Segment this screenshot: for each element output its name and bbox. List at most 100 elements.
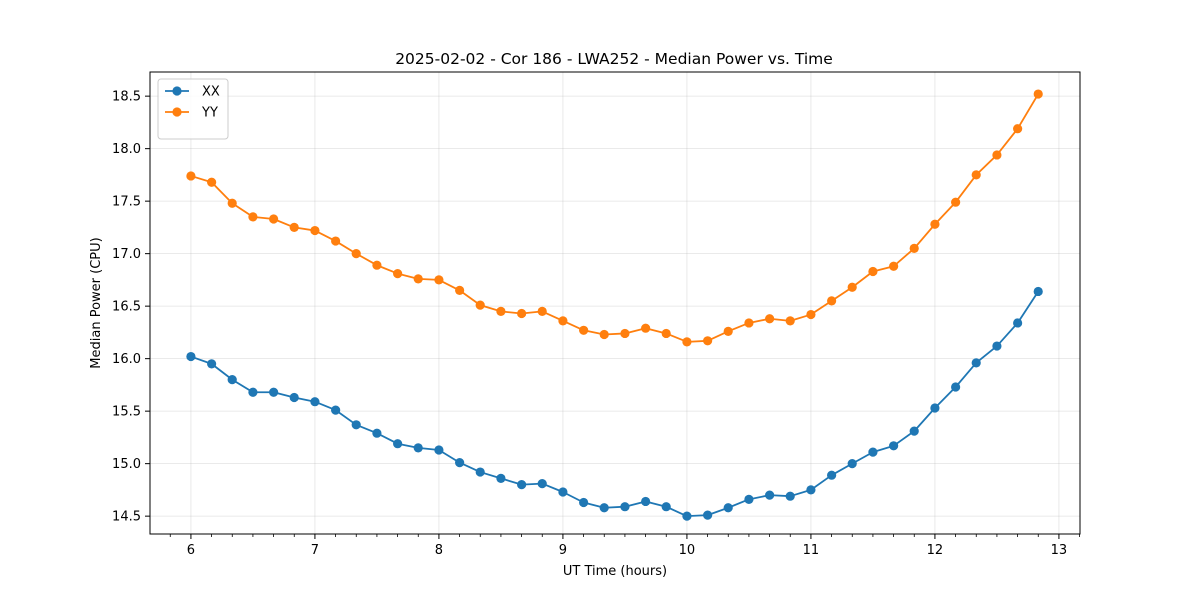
data-point-xx xyxy=(455,458,465,468)
data-point-yy xyxy=(682,337,692,347)
data-point-yy xyxy=(847,282,857,292)
data-point-yy xyxy=(868,266,878,277)
chart-title: 2025-02-02 - Cor 186 - LWA252 - Median P… xyxy=(395,50,833,68)
legend-marker-xx xyxy=(172,86,182,96)
y-tick-label: 18.5 xyxy=(112,90,141,105)
y-tick-label: 17.0 xyxy=(112,247,141,262)
data-point-xx xyxy=(269,387,279,397)
data-point-xx xyxy=(496,473,506,483)
data-point-xx xyxy=(765,490,775,500)
data-point-yy xyxy=(331,236,341,246)
data-point-xx xyxy=(992,341,1002,351)
x-tick-label: 12 xyxy=(927,543,944,558)
data-point-xx xyxy=(579,497,589,508)
y-axis-label: Median Power (CPU) xyxy=(89,237,104,368)
data-point-yy xyxy=(1013,124,1023,134)
data-point-yy xyxy=(1033,89,1043,99)
y-tick-label: 15.0 xyxy=(112,457,141,472)
data-point-xx xyxy=(620,502,630,512)
data-point-yy xyxy=(579,325,589,335)
data-point-xx xyxy=(703,510,713,520)
x-tick-label: 10 xyxy=(679,543,696,558)
data-point-yy xyxy=(186,171,196,181)
data-point-yy xyxy=(723,326,733,336)
data-point-yy xyxy=(558,316,568,326)
data-point-xx xyxy=(723,503,733,513)
data-point-xx xyxy=(537,479,547,489)
data-point-xx xyxy=(558,487,568,497)
plot-frame xyxy=(149,71,1081,535)
y-tick-label: 17.5 xyxy=(112,195,141,210)
data-point-xx xyxy=(847,459,857,469)
data-point-xx xyxy=(372,428,382,438)
data-point-xx xyxy=(227,375,237,385)
x-tick-label: 13 xyxy=(1051,543,1068,558)
data-point-xx xyxy=(248,387,258,397)
data-point-yy xyxy=(393,269,403,279)
data-point-yy xyxy=(269,214,279,224)
data-point-yy xyxy=(992,150,1002,160)
data-point-yy xyxy=(641,323,651,333)
x-tick-label: 6 xyxy=(187,543,195,558)
data-point-yy xyxy=(413,274,423,284)
data-point-yy xyxy=(909,243,919,253)
grid-lines xyxy=(150,72,1080,534)
data-point-yy xyxy=(227,198,237,208)
data-point-xx xyxy=(930,403,940,413)
data-point-yy xyxy=(765,314,775,324)
series-line-yy xyxy=(190,93,1039,343)
y-axis: 14.5 15.0 15.5 16.0 16.5 17.0 17.5 18.0 18.5 xyxy=(112,90,150,525)
data-point-xx xyxy=(413,443,423,453)
series-xx xyxy=(186,286,1043,521)
data-point-xx xyxy=(785,491,795,501)
data-point-yy xyxy=(537,306,547,316)
data-point-yy xyxy=(372,260,382,270)
data-point-yy xyxy=(744,318,754,328)
data-point-yy xyxy=(661,328,671,339)
legend: XX YY xyxy=(157,78,229,140)
data-point-xx xyxy=(682,511,692,521)
data-point-xx xyxy=(641,496,651,507)
data-point-yy xyxy=(517,308,527,319)
data-point-xx xyxy=(393,439,403,449)
data-point-yy xyxy=(248,212,258,222)
data-point-yy xyxy=(289,222,299,232)
x-axis-label: UT Time (hours) xyxy=(563,564,667,579)
data-point-xx xyxy=(868,447,878,457)
data-point-yy xyxy=(703,336,713,346)
data-point-xx xyxy=(207,359,217,369)
data-point-xx xyxy=(1033,286,1043,297)
data-point-yy xyxy=(434,275,444,285)
data-point-yy xyxy=(827,296,837,306)
data-point-xx xyxy=(475,467,485,477)
y-tick-label: 16.0 xyxy=(112,352,141,367)
data-point-yy xyxy=(599,329,609,340)
data-point-xx xyxy=(971,358,981,368)
data-point-yy xyxy=(889,261,899,271)
data-point-xx xyxy=(744,494,754,504)
y-tick-label: 18.0 xyxy=(112,142,141,157)
data-point-yy xyxy=(207,177,217,187)
data-point-yy xyxy=(351,249,361,259)
data-point-xx xyxy=(289,392,299,403)
series-layer xyxy=(186,89,1043,521)
data-point-xx xyxy=(351,420,361,430)
legend-marker-yy xyxy=(172,107,182,117)
data-point-xx xyxy=(517,480,527,490)
data-point-xx xyxy=(909,426,919,436)
data-point-xx xyxy=(599,503,609,513)
data-point-yy xyxy=(496,306,506,316)
x-tick-label: 11 xyxy=(803,543,820,558)
x-tick-label: 7 xyxy=(311,543,319,558)
data-point-yy xyxy=(930,219,940,229)
series-yy xyxy=(186,89,1043,347)
y-tick-label: 14.5 xyxy=(112,510,141,525)
data-point-xx xyxy=(827,470,837,480)
data-point-xx xyxy=(951,382,961,392)
x-axis: 6 7 8 9 10 11 12 13 xyxy=(169,534,1080,558)
data-point-xx xyxy=(331,405,341,415)
y-tick-label: 15.5 xyxy=(112,405,141,420)
legend-label-yy: YY xyxy=(201,106,218,121)
data-point-yy xyxy=(785,316,795,326)
